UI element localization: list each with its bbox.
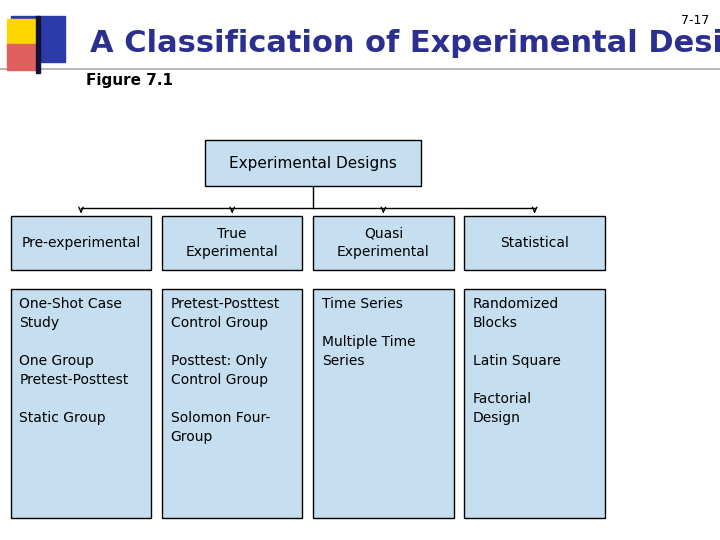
Text: One-Shot Case
Study

One Group
Pretest-Posttest

Static Group: One-Shot Case Study One Group Pretest-Po… [19,297,129,424]
FancyBboxPatch shape [11,289,151,518]
FancyBboxPatch shape [313,289,454,518]
Text: Figure 7.1: Figure 7.1 [86,73,174,89]
Bar [7,44,37,70]
Text: 7-17: 7-17 [681,14,709,26]
FancyBboxPatch shape [162,216,302,270]
Text: True
Experimental: True Experimental [186,226,279,260]
Bar [11,16,65,62]
FancyBboxPatch shape [162,289,302,518]
Bar [7,19,37,48]
Text: Pretest-Posttest
Control Group

Posttest: Only
Control Group

Solomon Four-
Grou: Pretest-Posttest Control Group Posttest:… [171,297,280,444]
Text: Experimental Designs: Experimental Designs [229,156,397,171]
Text: Quasi
Experimental: Quasi Experimental [337,226,430,260]
Text: Time Series

Multiple Time
Series: Time Series Multiple Time Series [322,297,415,368]
FancyBboxPatch shape [464,216,605,270]
Bar [36,16,40,73]
Text: Statistical: Statistical [500,236,569,250]
FancyBboxPatch shape [464,289,605,518]
Text: A Classification of Experimental Designs: A Classification of Experimental Designs [90,29,720,58]
FancyBboxPatch shape [205,140,421,186]
Text: Pre-experimental: Pre-experimental [22,236,140,250]
FancyBboxPatch shape [11,216,151,270]
FancyBboxPatch shape [313,216,454,270]
Text: Randomized
Blocks

Latin Square

Factorial
Design: Randomized Blocks Latin Square Factorial… [473,297,561,424]
